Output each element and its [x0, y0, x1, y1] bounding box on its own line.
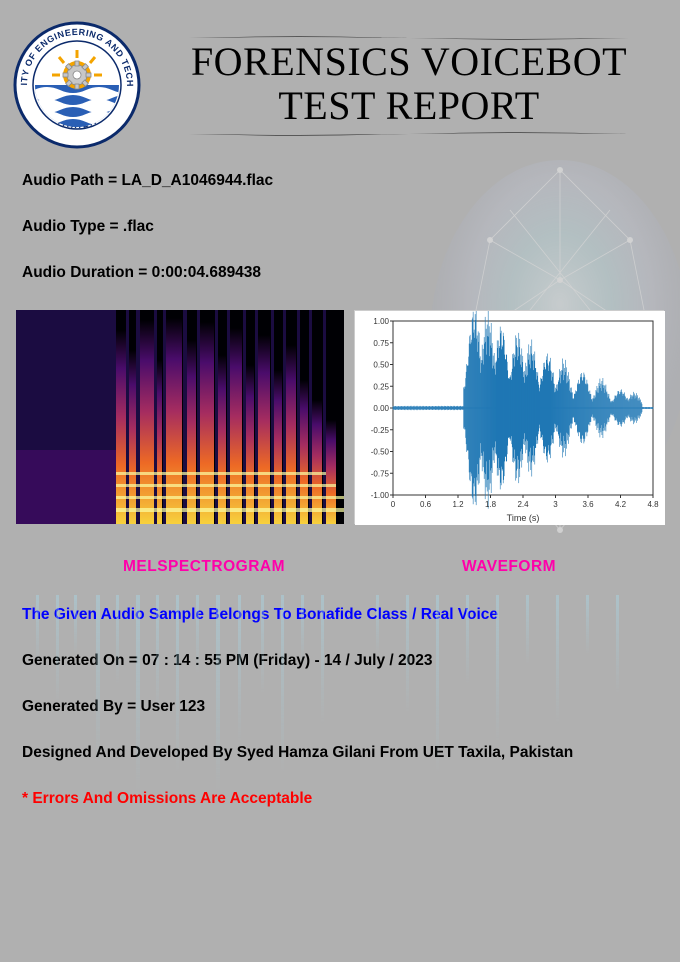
melspectrogram-chart — [16, 310, 344, 524]
title-block: FORENSICS VOICEBOT TEST REPORT — [150, 33, 668, 137]
generated-by: Generated By = User 123 — [22, 698, 658, 716]
svg-text:0.75: 0.75 — [373, 339, 389, 348]
header: UNIVERSITY OF ENGINEERING AND TECHNOLOGY… — [0, 0, 680, 150]
chart-labels: MELSPECTROGRAM WAVEFORM — [0, 524, 680, 576]
svg-text:-0.25: -0.25 — [371, 426, 390, 435]
svg-text:1.8: 1.8 — [485, 500, 497, 509]
svg-text:-0.50: -0.50 — [371, 448, 390, 457]
classification-result: The Given Audio Sample Belongs To Bonafi… — [22, 606, 658, 624]
university-logo: UNIVERSITY OF ENGINEERING AND TECHNOLOGY… — [12, 20, 142, 150]
svg-text:4.8: 4.8 — [647, 500, 659, 509]
audio-meta: Audio Path = LA_D_A1046944.flac Audio Ty… — [0, 150, 680, 282]
svg-text:2.4: 2.4 — [517, 500, 529, 509]
svg-text:0: 0 — [391, 500, 396, 509]
waveform-xlabel: Time (s) — [507, 513, 540, 523]
footnote: * Errors And Omissions Are Acceptable — [22, 790, 658, 808]
audio-path: Audio Path = LA_D_A1046944.flac — [22, 172, 658, 190]
svg-text:1.2: 1.2 — [452, 500, 464, 509]
waveform-chart: 1.00 0.75 0.50 0.25 0.00 -0.25 -0.50 -0.75 -1.00… — [354, 310, 664, 524]
svg-text:0.50: 0.50 — [373, 361, 389, 370]
svg-text:-0.75: -0.75 — [371, 469, 390, 478]
charts-row: 1.00 0.75 0.50 0.25 0.00 -0.25 -0.50 -0.75 -1.00… — [0, 310, 680, 524]
svg-text:4.2: 4.2 — [615, 500, 627, 509]
svg-text:0.00: 0.00 — [373, 404, 389, 413]
body-text: The Given Audio Sample Belongs To Bonafi… — [0, 576, 680, 808]
waveform-label: WAVEFORM — [354, 558, 664, 576]
title-rule-bottom — [189, 131, 629, 135]
generated-on: Generated On = 07 : 14 : 55 PM (Friday) … — [22, 652, 658, 670]
svg-text:3: 3 — [553, 500, 558, 509]
svg-text:0.25: 0.25 — [373, 382, 389, 391]
title-rule-top — [189, 35, 629, 39]
audio-type: Audio Type = .flac — [22, 218, 658, 236]
svg-text:-1.00: -1.00 — [371, 491, 390, 500]
svg-text:1.00: 1.00 — [373, 317, 389, 326]
svg-text:3.6: 3.6 — [582, 500, 594, 509]
title-line-2: TEST REPORT — [278, 85, 539, 127]
audio-duration: Audio Duration = 0:00:04.689438 — [22, 264, 658, 282]
svg-text:0.6: 0.6 — [420, 500, 432, 509]
melspectrogram-label: MELSPECTROGRAM — [16, 558, 354, 576]
credit-line: Designed And Developed By Syed Hamza Gil… — [22, 744, 658, 762]
title-line-1: FORENSICS VOICEBOT — [191, 41, 627, 83]
